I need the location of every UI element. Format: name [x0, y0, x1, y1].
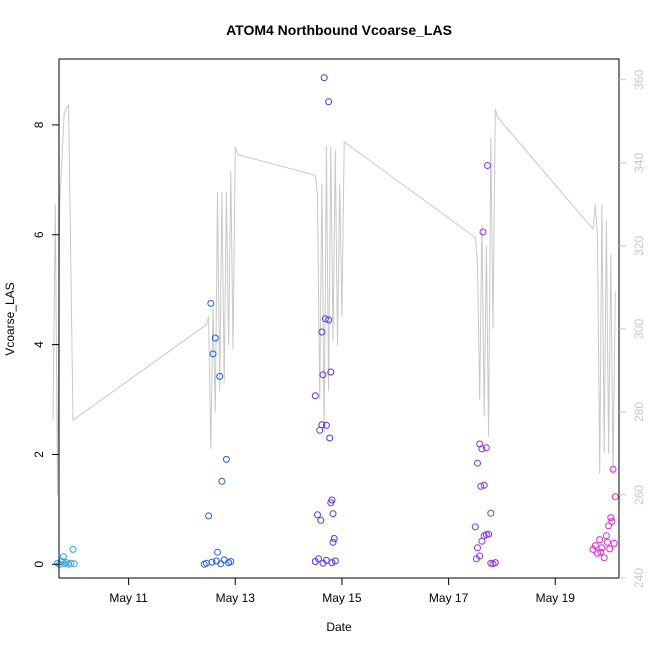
y2-tick-label: 240 [632, 568, 646, 588]
data-point [319, 371, 327, 379]
data-point [597, 548, 605, 556]
y2-tick-label: 300 [632, 319, 646, 339]
x-tick-label: May 19 [536, 591, 576, 605]
y-tick-label: 6 [32, 231, 46, 238]
y2-tick-label: 340 [632, 152, 646, 172]
data-point [321, 315, 329, 323]
data-point [331, 557, 339, 565]
data-point [318, 421, 326, 429]
data-point [591, 542, 599, 550]
data-point [317, 516, 325, 524]
data-point [471, 523, 479, 531]
data-point [315, 555, 323, 563]
data-point [485, 530, 493, 538]
data-point [202, 559, 210, 567]
y2-tick-label: 280 [632, 402, 646, 422]
data-point [608, 517, 616, 525]
data-point [320, 74, 328, 82]
axes-layer: May 11 May 13 May 15 May 17 May 19 0 2 4 6 8 240 26… [32, 69, 646, 605]
y-tick-label: 8 [32, 121, 46, 128]
data-point [214, 548, 221, 556]
plot-frame [58, 58, 620, 579]
data-point [480, 481, 488, 489]
data-point [311, 392, 319, 400]
data-point [491, 559, 499, 567]
data-point [69, 545, 77, 553]
data-point [70, 560, 78, 568]
data-point [208, 558, 216, 566]
data-point [474, 459, 481, 467]
data-point [227, 558, 235, 565]
data-point [605, 522, 613, 530]
data-point [207, 299, 215, 307]
data-point [472, 555, 480, 563]
data-point [314, 511, 321, 519]
data-point [610, 539, 618, 547]
data-point [328, 559, 336, 567]
y-axis-label: Vcoarse_LAS [3, 282, 17, 355]
chart-title: ATOM4 Northbound Vcoarse_LAS [226, 22, 452, 38]
data-point [216, 372, 224, 380]
x-tick-label: May 11 [109, 591, 148, 605]
data-point [328, 496, 336, 504]
data-point [598, 544, 606, 552]
data-point [325, 98, 333, 106]
data-point [209, 350, 217, 358]
scatter-points-layer [54, 74, 619, 568]
data-point [211, 334, 219, 342]
x-tick-label: May 15 [322, 591, 362, 605]
data-point [474, 544, 481, 552]
data-point [330, 535, 338, 542]
secondary-series-line-layer [52, 104, 616, 496]
y-tick-label: 0 [32, 561, 46, 568]
x-tick-label: May 13 [216, 591, 256, 605]
data-point [607, 514, 615, 522]
data-point [218, 477, 226, 485]
data-point [217, 560, 225, 568]
x-axis-label: Date [326, 620, 352, 634]
data-point [479, 228, 487, 236]
y2-tick-label: 320 [632, 236, 646, 256]
data-point [611, 493, 619, 501]
data-point [329, 510, 337, 518]
y-tick-label: 2 [32, 451, 46, 458]
data-point [220, 556, 228, 564]
data-point [602, 532, 610, 540]
data-point [222, 455, 230, 463]
data-point [482, 444, 490, 452]
y2-tick-label: 260 [632, 485, 646, 505]
data-point [205, 512, 213, 520]
data-point [594, 549, 601, 557]
data-point [604, 538, 611, 546]
secondary-series-line [52, 104, 616, 496]
data-point [67, 559, 75, 567]
y-tick-label: 4 [32, 341, 46, 348]
data-point [606, 545, 614, 553]
data-point [62, 559, 70, 567]
y2-tick-label: 360 [632, 69, 646, 89]
data-point [329, 538, 337, 546]
data-point [596, 536, 604, 544]
data-point [478, 445, 486, 453]
data-point [600, 554, 608, 562]
data-point [326, 434, 334, 442]
x-tick-label: May 17 [429, 591, 469, 605]
data-point [325, 316, 333, 324]
data-point [318, 328, 326, 336]
data-point [477, 482, 485, 490]
data-point [484, 162, 491, 169]
data-point [589, 545, 597, 553]
data-point [322, 421, 330, 429]
data-point [59, 553, 67, 561]
data-point [487, 509, 495, 517]
data-point [609, 465, 617, 473]
data-point [327, 368, 335, 376]
